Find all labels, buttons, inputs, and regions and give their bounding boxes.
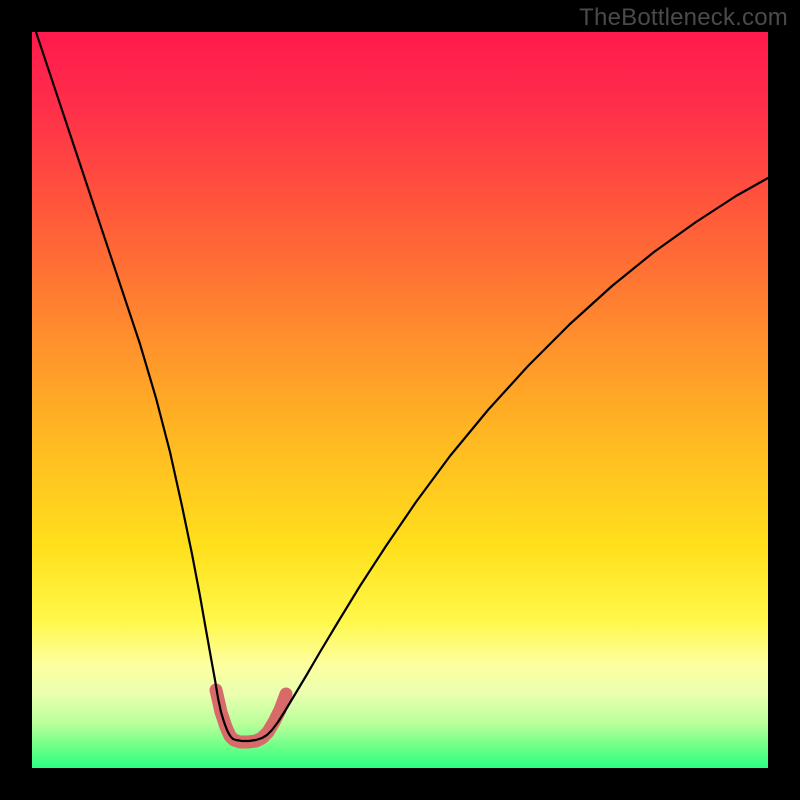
chart-svg bbox=[0, 0, 800, 800]
chart-root: TheBottleneck.com bbox=[0, 0, 800, 800]
watermark-text: TheBottleneck.com bbox=[579, 4, 788, 32]
plot-area bbox=[32, 32, 768, 768]
